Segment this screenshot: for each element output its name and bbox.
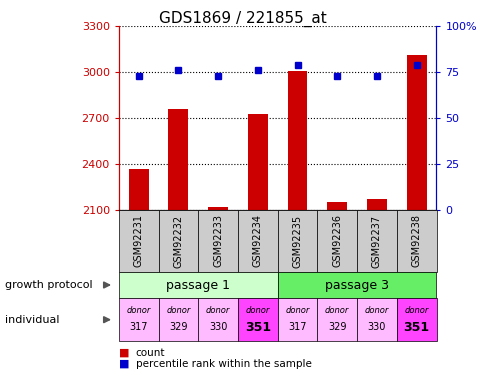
Text: 329: 329 (327, 322, 346, 332)
Text: GSM92237: GSM92237 (371, 214, 381, 267)
Text: percentile rank within the sample: percentile rank within the sample (136, 359, 311, 369)
Text: GSM92238: GSM92238 (411, 214, 421, 267)
Text: 351: 351 (403, 321, 429, 334)
Text: donor: donor (126, 306, 151, 315)
Text: GSM92236: GSM92236 (332, 214, 342, 267)
Text: passage 1: passage 1 (166, 279, 230, 291)
Bar (327, 202, 347, 210)
Text: 351: 351 (244, 321, 270, 334)
Text: GSM92234: GSM92234 (252, 214, 262, 267)
Text: individual: individual (5, 315, 59, 325)
Text: donor: donor (285, 306, 309, 315)
Text: GSM92235: GSM92235 (292, 214, 302, 267)
Text: donor: donor (166, 306, 190, 315)
Text: ■: ■ (119, 348, 129, 357)
Text: donor: donor (404, 306, 428, 315)
Text: GSM92233: GSM92233 (212, 214, 223, 267)
Bar (406, 56, 426, 210)
Text: ■: ■ (119, 359, 129, 369)
Text: 329: 329 (169, 322, 187, 332)
Text: donor: donor (324, 306, 348, 315)
Bar (208, 207, 227, 210)
Text: 317: 317 (129, 322, 148, 332)
Text: growth protocol: growth protocol (5, 280, 92, 290)
Text: GDS1869 / 221855_at: GDS1869 / 221855_at (158, 11, 326, 27)
Text: GSM92231: GSM92231 (134, 214, 143, 267)
Text: 330: 330 (367, 322, 385, 332)
Text: passage 3: passage 3 (324, 279, 388, 291)
Bar (247, 114, 267, 210)
Bar (168, 109, 188, 210)
Text: GSM92232: GSM92232 (173, 214, 183, 267)
Text: count: count (136, 348, 165, 357)
Text: donor: donor (206, 306, 230, 315)
Text: 317: 317 (287, 322, 306, 332)
Bar (366, 198, 386, 210)
Text: donor: donor (245, 306, 270, 315)
Bar (128, 169, 148, 210)
Bar (287, 70, 307, 210)
Text: 330: 330 (209, 322, 227, 332)
Text: donor: donor (364, 306, 388, 315)
